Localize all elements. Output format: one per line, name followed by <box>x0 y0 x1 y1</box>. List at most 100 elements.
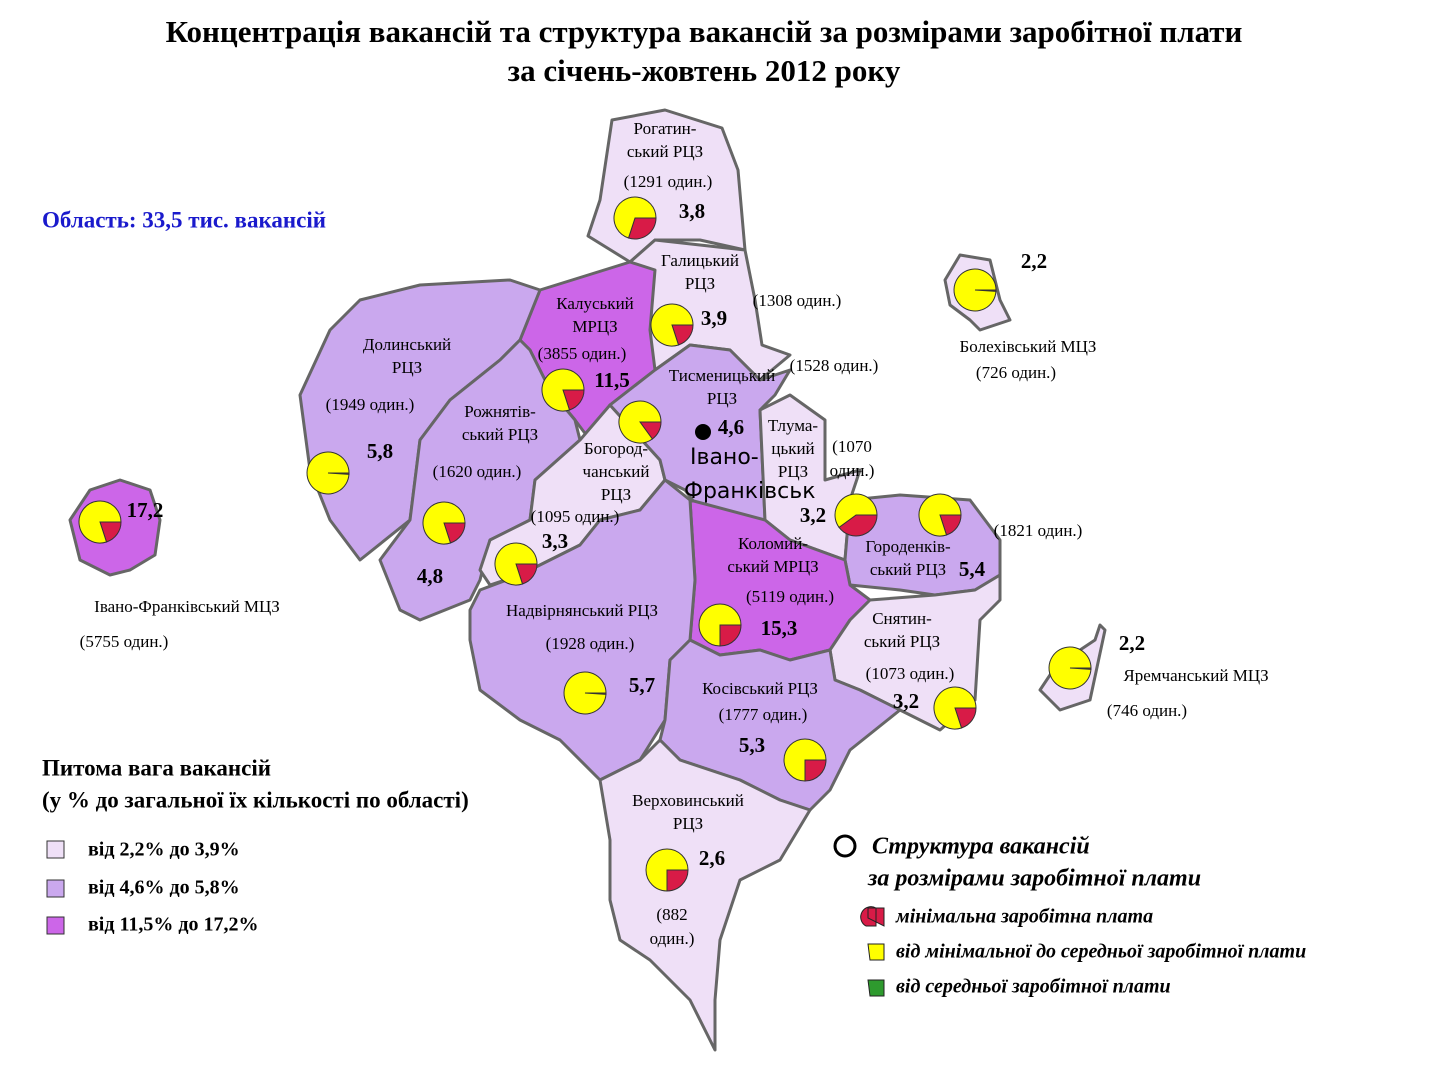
pie-slice <box>804 759 827 782</box>
vacancy-count: (1291 один.) <box>624 172 713 191</box>
share-label: 2,6 <box>699 846 725 870</box>
share-label: 3,9 <box>701 306 727 330</box>
city-label: Франківськ <box>684 479 815 504</box>
vacancy-count: (1528 один.) <box>790 356 879 375</box>
share-label: 4,6 <box>718 415 744 439</box>
region-name: Болехівський МЦЗ <box>960 337 1097 356</box>
region-name: Богород- <box>584 439 648 458</box>
region-name: Яремчанський МЦЗ <box>1123 666 1268 685</box>
pie-slice <box>618 400 662 444</box>
share-label: 2,2 <box>1119 631 1145 655</box>
pie-slice <box>306 451 350 495</box>
share-label: 5,8 <box>367 439 393 463</box>
pie-slice <box>563 671 607 715</box>
vacancy-count: (1620 один.) <box>433 462 522 481</box>
region-name: РЦЗ <box>707 389 737 408</box>
pie-slice <box>918 493 962 537</box>
share-label: 5,4 <box>959 557 986 581</box>
region-name: ський РЦЗ <box>462 425 538 444</box>
region-name: Тлума- <box>768 416 818 435</box>
region-name: МРЦЗ <box>572 317 617 336</box>
share-label: 5,3 <box>739 733 765 757</box>
title: за січень-жовтень 2012 року <box>508 53 901 88</box>
legend-item: від 11,5% до 17,2% <box>88 914 259 936</box>
region-name: ський РЦЗ <box>864 632 940 651</box>
share-label: 3,2 <box>893 689 919 713</box>
region-name: Городенків- <box>865 537 951 556</box>
legend-item: від 4,6% до 5,8% <box>88 877 240 899</box>
legend-swatch <box>46 840 65 859</box>
region-name: Галицький <box>661 251 739 270</box>
region <box>598 738 812 1052</box>
share-label: 5,7 <box>629 673 655 697</box>
pie-slice <box>838 514 878 537</box>
vacancy-count: (1821 один.) <box>994 521 1083 540</box>
region-name: Рожнятів- <box>464 402 536 421</box>
legend-item: мінімальна заробітна плата <box>895 906 1153 928</box>
legend-title: (у % до загальної їх кількості по област… <box>42 787 469 812</box>
pie-slice <box>834 493 878 529</box>
vacancy-count: (5755 один.) <box>80 632 169 651</box>
legend-item: від 2,2% до 3,9% <box>88 839 240 861</box>
region-name: РЦЗ <box>685 274 715 293</box>
region-name: Калуський <box>556 294 634 313</box>
pie-slice <box>541 368 585 412</box>
vacancy-count: (1308 один.) <box>753 291 842 310</box>
pie-slice <box>422 501 466 545</box>
share-label: 3,2 <box>800 503 826 527</box>
legend-item: від мінімальної до середньої заробітної … <box>896 941 1306 963</box>
vacancy-count: (726 один.) <box>976 363 1056 382</box>
region-name: Івано-Франківський МЦЗ <box>94 597 280 616</box>
vacancy-count: один.) <box>650 929 695 948</box>
pie-slice <box>613 196 657 239</box>
vacancy-count: (3855 один.) <box>538 344 627 363</box>
vacancy-count: (1070 <box>832 437 872 456</box>
pie-slice <box>783 738 827 782</box>
pie-slice <box>953 268 997 312</box>
legend-title: за розмірами заробітної плати <box>867 866 1201 892</box>
region-name: Снятин- <box>872 609 932 628</box>
pie-slice <box>494 542 538 586</box>
region-name: ський МРЦЗ <box>727 557 818 576</box>
legend-swatch <box>867 979 885 997</box>
share-label: 4,8 <box>417 564 443 588</box>
share-label: 3,3 <box>542 529 568 553</box>
vacancy-count: (882 <box>656 905 687 924</box>
pie-slice <box>933 686 977 730</box>
pie-slice <box>78 500 122 544</box>
pie-slice <box>698 603 742 647</box>
vacancy-count: (1949 один.) <box>326 395 415 414</box>
legend-title: Питома вага вакансій <box>42 755 271 780</box>
vacancy-count: (1928 один.) <box>546 634 635 653</box>
vacancy-count: (1777 один.) <box>719 705 808 724</box>
legend-title: Структура вакансій <box>872 834 1090 860</box>
oblast-total: Область: 33,5 тис. вакансій <box>42 207 326 232</box>
region-name: Косівський РЦЗ <box>702 679 818 698</box>
share-label: 17,2 <box>127 498 164 522</box>
vacancy-count: один.) <box>830 461 875 480</box>
share-label: 3,8 <box>679 199 705 223</box>
share-label: 2,2 <box>1021 249 1047 273</box>
region-name: чанський <box>583 462 650 481</box>
region <box>378 338 582 622</box>
vacancy-count: (1095 один.) <box>531 507 620 526</box>
region-name: РЦЗ <box>778 462 808 481</box>
pie-slice <box>650 303 694 347</box>
legend-swatch <box>46 879 65 898</box>
legend-swatch <box>867 943 885 961</box>
region-name: Долинський <box>363 335 451 354</box>
share-label: 15,3 <box>761 616 798 640</box>
region-name: цький <box>771 439 814 458</box>
pie-slice <box>719 624 742 647</box>
vacancy-count: (1073 один.) <box>866 664 955 683</box>
region-name: Тисменицький <box>669 366 775 385</box>
legend-swatch <box>46 916 65 935</box>
vacancy-count: (5119 один.) <box>746 587 834 606</box>
region-name: Верховинський <box>632 791 744 810</box>
region-name: ський РЦЗ <box>627 142 703 161</box>
region-name: Коломий- <box>738 534 808 553</box>
pie-slice <box>1048 646 1092 690</box>
vacancy-count: (746 один.) <box>1107 701 1187 720</box>
structure-icon <box>833 834 857 858</box>
